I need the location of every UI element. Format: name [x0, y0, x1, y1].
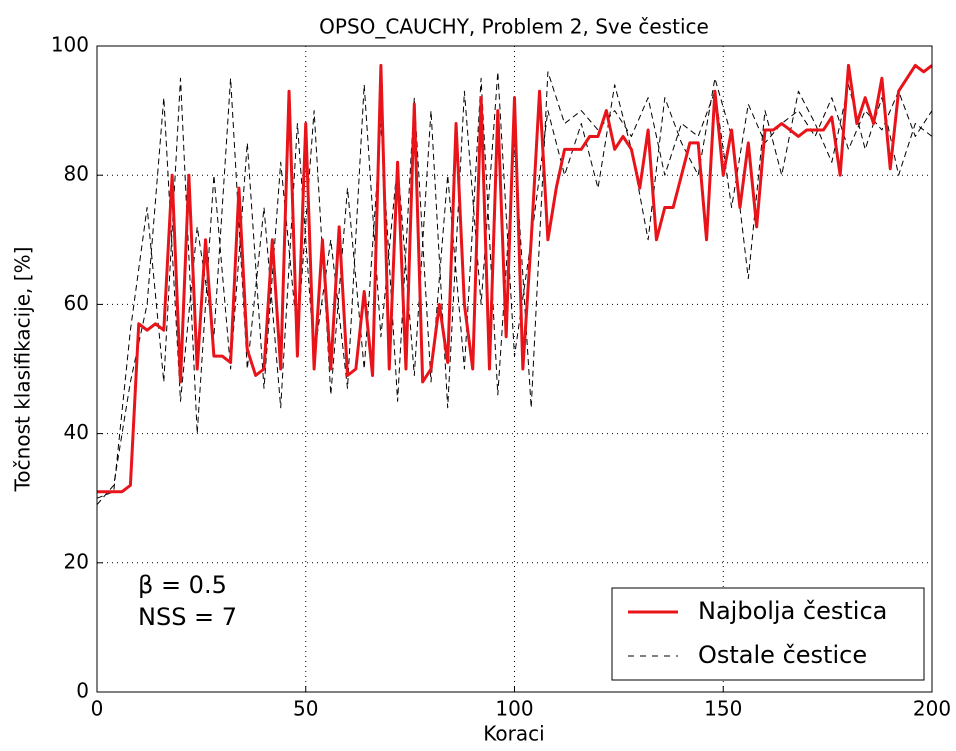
y-tick-label: 80	[64, 162, 89, 186]
legend-label: Ostale čestice	[698, 641, 867, 669]
x-tick-label: 150	[704, 697, 742, 721]
x-axis-label: Koraci	[483, 722, 544, 746]
y-tick-label: 60	[64, 291, 89, 315]
y-axis-label: Točnost klasifikacije, [%]	[11, 247, 35, 493]
plot-frame	[96, 45, 933, 693]
x-tick-label: 50	[293, 697, 318, 721]
annotation: NSS = 7	[138, 603, 237, 631]
y-tick-label: 40	[64, 420, 89, 444]
x-tick-label: 200	[913, 697, 951, 721]
series-line	[97, 63, 933, 494]
y-tick-label: 0	[76, 679, 89, 703]
y-tick-label: 100	[51, 33, 89, 57]
series-line	[96, 71, 933, 505]
legend-box	[611, 587, 925, 681]
legend-label: Najbolja čestica	[698, 597, 887, 625]
chart-title: OPSO_CAUCHY, Problem 2, Sve čestice	[319, 15, 709, 39]
x-tick-label: 0	[91, 697, 104, 721]
annotation: β = 0.5	[138, 571, 227, 599]
x-tick-label: 100	[495, 697, 533, 721]
y-tick-label: 20	[64, 549, 89, 573]
